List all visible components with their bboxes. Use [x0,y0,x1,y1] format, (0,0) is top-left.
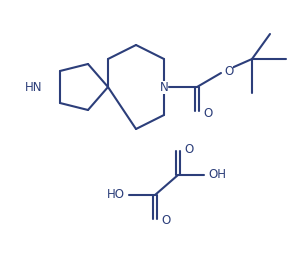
Text: HO: HO [107,189,125,202]
Text: HN: HN [24,81,42,93]
Text: O: O [224,64,233,77]
Text: OH: OH [208,169,226,182]
Text: O: O [184,142,193,155]
Text: O: O [161,214,170,227]
Text: O: O [203,106,212,119]
Text: N: N [160,81,169,93]
